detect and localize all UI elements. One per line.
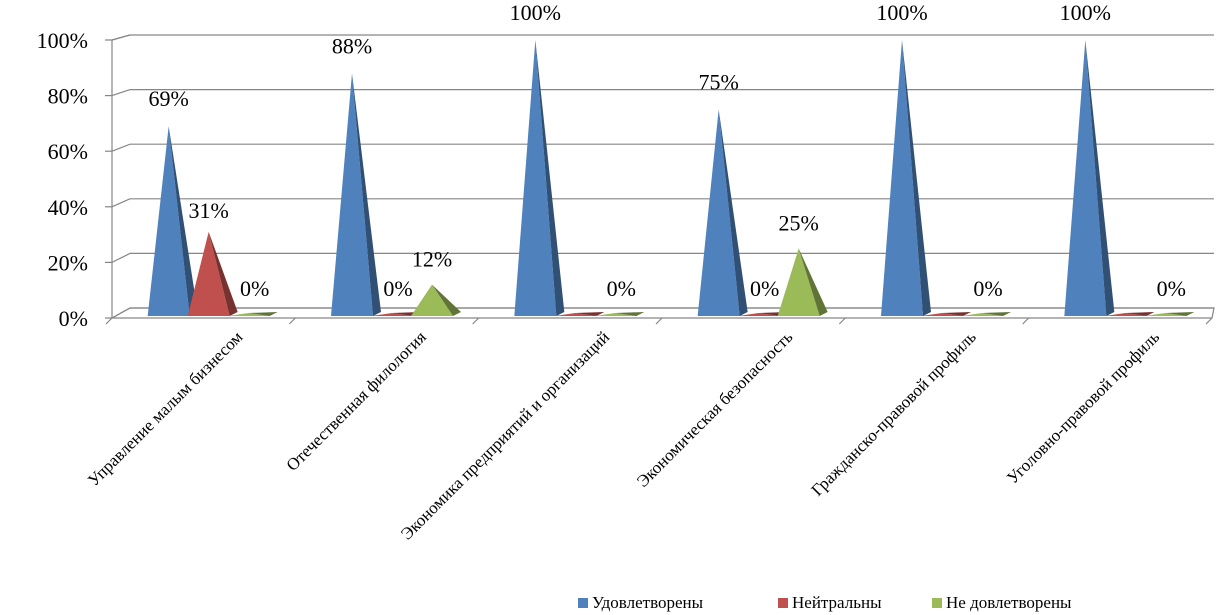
floor-outline (109, 34, 1215, 319)
bar-side (982, 312, 1011, 316)
bar-side (1085, 40, 1115, 316)
chart-walls (109, 34, 1215, 319)
bar-side (248, 312, 278, 316)
data-label: 25% (779, 211, 819, 236)
bar-side (718, 109, 748, 316)
x-tick-mark (288, 317, 296, 325)
y-tick-label: 0% (59, 306, 88, 331)
bar-front (921, 313, 963, 316)
bar-front (737, 313, 780, 316)
category-label: Гражданско-правовой профиль (808, 327, 980, 499)
bar-side (352, 73, 381, 316)
data-label: 100% (1060, 0, 1111, 25)
bar-side (1165, 312, 1195, 316)
legend-swatch (932, 598, 942, 608)
legend-label: Удовлетворены (592, 593, 704, 612)
data-label: 0% (607, 276, 636, 301)
bar-front (331, 73, 373, 316)
category-labels: Управление малым бизнесом Отечественная ф… (84, 327, 1163, 543)
bar-side (1125, 312, 1155, 316)
x-tick-mark (1205, 317, 1213, 325)
category-label: Управление малым бизнесом (84, 327, 247, 490)
bar-front (1064, 40, 1107, 316)
legend-label: Не довлетворены (946, 593, 1072, 612)
category-label: Экономическая безопасность (633, 327, 797, 491)
data-label: 0% (973, 276, 1002, 301)
data-label: 12% (412, 247, 452, 272)
x-tick-mark (105, 317, 113, 325)
legend-swatch (778, 598, 788, 608)
x-tick-mark (655, 317, 663, 325)
bar-side (535, 40, 565, 316)
category-label: Уголовно-правовой профиль (1003, 327, 1163, 487)
y-axis-ticks: 0% 20% 40% 60% 80% 100% (37, 28, 88, 331)
bar-side (208, 231, 238, 316)
y-tick-label: 20% (48, 250, 88, 275)
y-tick-label: 60% (48, 139, 88, 164)
data-label: 31% (189, 198, 229, 223)
legend: Удовлетворены Нейтральны Не довлетворены (578, 593, 1072, 612)
x-tick-mark (838, 317, 846, 325)
legend-label: Нейтральны (792, 593, 882, 612)
data-labels: 69%31%0%88%0%12%100%0%75%0%25%100%0%100%… (149, 0, 1186, 301)
x-tick-mark (472, 317, 480, 325)
legend-swatch (578, 598, 588, 608)
data-label: 69% (149, 86, 189, 111)
y-tick-label: 40% (48, 195, 88, 220)
gridline (111, 34, 1214, 41)
gridline (111, 89, 1214, 97)
bar-side (575, 312, 605, 316)
data-label: 0% (1157, 276, 1186, 301)
bar-front (697, 109, 740, 316)
bar-front (147, 126, 190, 317)
bar-front (1104, 313, 1147, 316)
data-label: 100% (876, 0, 927, 25)
gridline (111, 143, 1214, 152)
bar-front (554, 313, 597, 316)
x-tick-mark (1022, 317, 1030, 325)
category-label: Отечественная филология (282, 327, 429, 474)
bar-side (902, 40, 931, 316)
bar-side (168, 126, 198, 317)
data-label: 0% (383, 276, 412, 301)
data-label: 75% (699, 70, 739, 95)
bar-front (227, 313, 270, 316)
bar-front (881, 40, 923, 316)
data-label: 100% (510, 0, 561, 25)
data-label: 0% (240, 276, 269, 301)
gridline (111, 198, 1214, 208)
bar-front (514, 40, 557, 316)
gridline (111, 252, 1214, 263)
bar-side (615, 312, 645, 316)
bar-side (432, 284, 461, 316)
bar-side (942, 312, 971, 316)
gridline (111, 307, 1214, 319)
bar-front (1144, 313, 1187, 316)
bar-front (961, 313, 1003, 316)
y-tick-label: 80% (48, 84, 88, 109)
data-label: 0% (750, 276, 779, 301)
bar-front (411, 284, 453, 316)
bar-front (594, 313, 637, 316)
bar-front (371, 313, 413, 316)
gridlines (105, 34, 1214, 325)
bar-front (777, 248, 820, 316)
bars (147, 40, 1195, 317)
category-label: Экономика предприятий и организаций (397, 327, 613, 543)
data-label: 88% (332, 33, 372, 58)
bar-front (187, 231, 230, 316)
y-tick-label: 100% (37, 28, 88, 53)
bar-side (798, 248, 828, 316)
